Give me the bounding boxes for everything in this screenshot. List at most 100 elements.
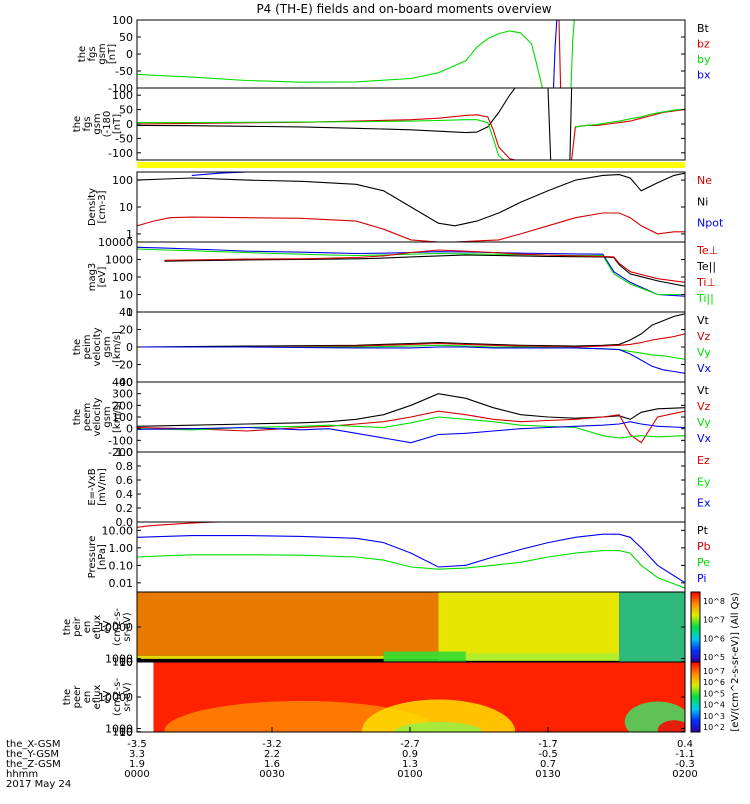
ephem-value: 0100 [397,769,422,780]
series-group [137,88,685,160]
legend-Ex: Ex [697,497,711,510]
series-Vt [137,394,685,427]
legend-Ti⊥: Ti⊥ [696,276,716,289]
y-tick-label: 10 [119,289,133,302]
ephem-value: 0200 [672,769,697,780]
panel-2 [137,162,685,168]
y-tick-label: 0.8 [116,460,134,473]
series-by [137,31,543,88]
y-tick-label: -50 [115,65,133,78]
series-by [571,20,574,88]
legend-Vt: Vt [697,314,710,327]
orbit-flag-bar [137,162,685,168]
y-tick-label: 10 [119,726,133,739]
legend-Bt: Bt [697,22,710,35]
series-Te⊥ [164,250,685,282]
colorbar-label: [eV/(cm^2-s-sr-eV)] (All Qs) [730,592,741,731]
series-Bt [137,88,521,133]
y-tick-label: 0 [126,341,133,354]
y-tick-label: -100 [108,147,133,160]
colorbar-tick-label: 10^4 [703,701,725,710]
legend-Ni: Ni [697,195,708,208]
spectrogram-band [438,592,619,660]
colorbar-tick-label: 10^7 [703,667,725,676]
series-group [137,247,685,296]
series-group [137,314,685,374]
spectrogram-band [466,653,619,661]
y-axis-label: sr-eV) [122,612,133,641]
colorbar-9 [691,592,700,662]
legend-Te⊥: Te⊥ [696,244,718,257]
legend-Vy: Vy [697,346,711,359]
legend-Ez: Ez [697,454,710,467]
y-tick-label: 100 [112,174,133,187]
y-axis-label: [nT] [107,44,118,64]
y-tick-label: 100 [112,14,133,27]
series-bx [554,20,557,88]
legend-Npot: Npot [697,217,724,230]
y-tick-label: 100 [112,271,133,284]
ephem-value: 0000 [124,769,149,780]
y-axis-label: [cm-3] [97,190,108,223]
legend-Vz: Vz [697,400,711,413]
plot-title: P4 (TH-E) fields and on-board moments ov… [256,2,551,16]
y-axis-label: sr-eV) [122,682,133,711]
y-tick-label: 50 [119,31,133,44]
y-tick-label: 10 [119,201,133,214]
legend-bz: bz [697,38,710,51]
colorbar-10 [691,662,700,732]
spectrogram-band [137,592,438,656]
panel-frame [137,20,685,88]
y-tick-label: 1.0 [116,446,134,459]
legend-Vx: Vx [697,362,712,375]
ephem-value: 0130 [535,769,560,780]
colorbar-tick-label: 10^5 [703,689,725,698]
legend-by: by [697,53,711,66]
colorbar-tick-label: 10^7 [703,616,725,625]
colorbar-tick-label: 10^6 [703,634,725,643]
panel-frame [137,452,685,522]
legend-Vz: Vz [697,330,711,343]
legend-Pt: Pt [697,524,709,537]
series-Pi [137,534,685,583]
ephem-date: 2017 May 24 [6,779,71,790]
series-Npot [192,172,247,175]
legend-Ti||: Ti|| [696,292,714,305]
y-tick-label: 1000 [105,254,133,267]
y-axis-label: [eV] [97,267,108,288]
colorbar-tick-label: 10^6 [703,678,725,687]
series-bz [559,20,561,88]
series-Ne [137,213,685,242]
series-Vy [137,417,685,438]
y-tick-label: 10 [119,656,133,669]
y-axis-label: [km/s] [112,401,123,433]
colorbar-tick-label: 10^3 [703,712,725,721]
series-group [137,394,685,443]
series-Vx [137,347,685,373]
y-tick-label: 10.00 [102,524,134,537]
y-tick-label: 0 [126,48,133,61]
series-Bt [570,88,572,160]
spectrogram-blob [658,720,691,740]
y-tick-label: 0.10 [109,559,134,572]
y-axis-label: [nT] [112,114,123,134]
legend-Pb: Pb [697,540,711,553]
colorbar-tick-label: 10^8 [703,597,725,606]
series-Vt [137,314,685,347]
legend-Vx: Vx [697,432,712,445]
y-axis-label: [nPa] [97,544,108,570]
series-Ti|| [137,249,685,295]
series-bz [572,110,685,160]
series-group [137,20,574,88]
